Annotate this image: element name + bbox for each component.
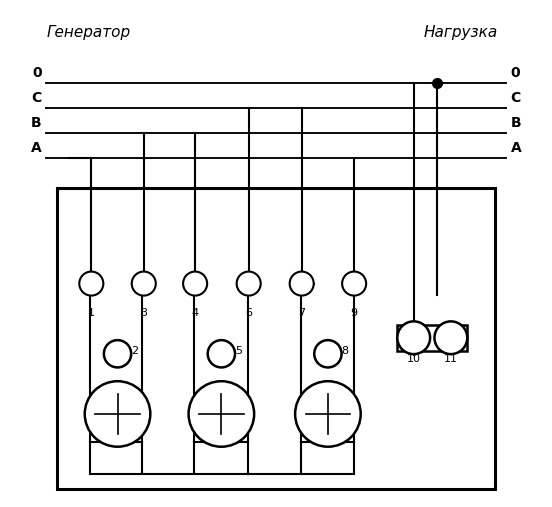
Text: 6: 6 <box>245 308 252 318</box>
Text: A: A <box>31 141 41 155</box>
Circle shape <box>290 272 314 296</box>
Text: 11: 11 <box>444 354 458 364</box>
Text: 4: 4 <box>192 308 199 318</box>
Text: 1: 1 <box>88 308 95 318</box>
Circle shape <box>342 272 366 296</box>
Text: B: B <box>511 116 521 130</box>
Text: A: A <box>511 141 521 155</box>
Text: 8: 8 <box>342 346 349 356</box>
Circle shape <box>434 321 467 354</box>
Circle shape <box>104 340 131 368</box>
Circle shape <box>397 321 430 354</box>
Circle shape <box>295 381 360 447</box>
Text: C: C <box>31 91 41 105</box>
Text: 0: 0 <box>511 66 520 80</box>
Text: 3: 3 <box>140 308 147 318</box>
Text: Генератор: Генератор <box>46 25 131 41</box>
Text: 10: 10 <box>407 354 421 364</box>
Text: 0: 0 <box>32 66 41 80</box>
Circle shape <box>85 381 150 447</box>
Text: 9: 9 <box>351 308 358 318</box>
Text: B: B <box>31 116 41 130</box>
Bar <box>397 324 467 351</box>
Circle shape <box>314 340 342 368</box>
Circle shape <box>79 272 103 296</box>
Text: C: C <box>511 91 521 105</box>
Bar <box>57 188 495 489</box>
Circle shape <box>132 272 156 296</box>
Circle shape <box>237 272 261 296</box>
Text: 7: 7 <box>298 308 305 318</box>
Text: 2: 2 <box>131 346 139 356</box>
Text: 5: 5 <box>235 346 242 356</box>
Circle shape <box>208 340 235 368</box>
Circle shape <box>183 272 207 296</box>
Circle shape <box>189 381 254 447</box>
Text: Нагрузка: Нагрузка <box>423 25 498 41</box>
